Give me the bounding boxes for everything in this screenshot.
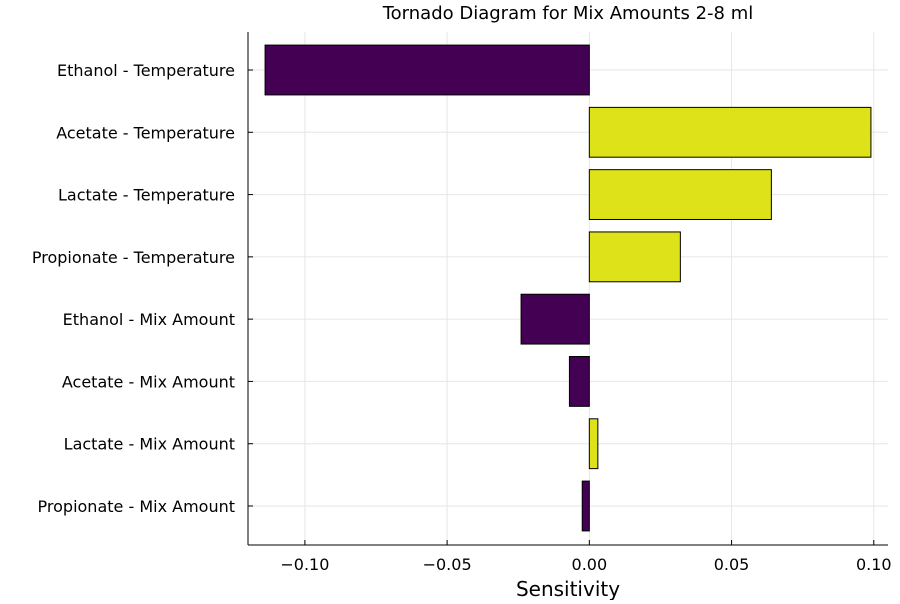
- x-axis-label: Sensitivity: [516, 577, 620, 600]
- x-tick-labels: −0.10 −0.05 0.00 0.05 0.10: [280, 555, 891, 574]
- y-tick-label: Ethanol - Mix Amount: [63, 310, 235, 329]
- x-tick-label: 0.05: [714, 555, 750, 574]
- bar: [264, 44, 590, 96]
- bar: [588, 418, 599, 470]
- y-tick-labels: Ethanol - Temperature Acetate - Temperatu…: [32, 61, 235, 516]
- x-tick-label: −0.10: [280, 555, 329, 574]
- y-tick-label: Acetate - Mix Amount: [62, 372, 235, 391]
- bar: [581, 480, 590, 532]
- bar: [588, 106, 872, 158]
- x-tick-label: 0.10: [856, 555, 892, 574]
- chart-title: Tornado Diagram for Mix Amounts 2-8 ml: [382, 3, 754, 24]
- x-tick-label: −0.05: [423, 555, 472, 574]
- x-tick-label: 0.00: [572, 555, 608, 574]
- y-tick-label: Lactate - Mix Amount: [64, 435, 235, 454]
- y-tick-label: Propionate - Temperature: [32, 248, 235, 267]
- y-tick-label: Lactate - Temperature: [58, 186, 235, 205]
- bars: [264, 44, 872, 532]
- bar: [568, 356, 590, 407]
- bar: [588, 169, 772, 220]
- y-tick-label: Ethanol - Temperature: [57, 61, 235, 80]
- y-tick-label: Propionate - Mix Amount: [38, 497, 235, 516]
- y-tick-label: Acetate - Temperature: [56, 123, 235, 142]
- bar: [520, 293, 590, 345]
- bar: [588, 231, 681, 283]
- axes: [247, 32, 888, 546]
